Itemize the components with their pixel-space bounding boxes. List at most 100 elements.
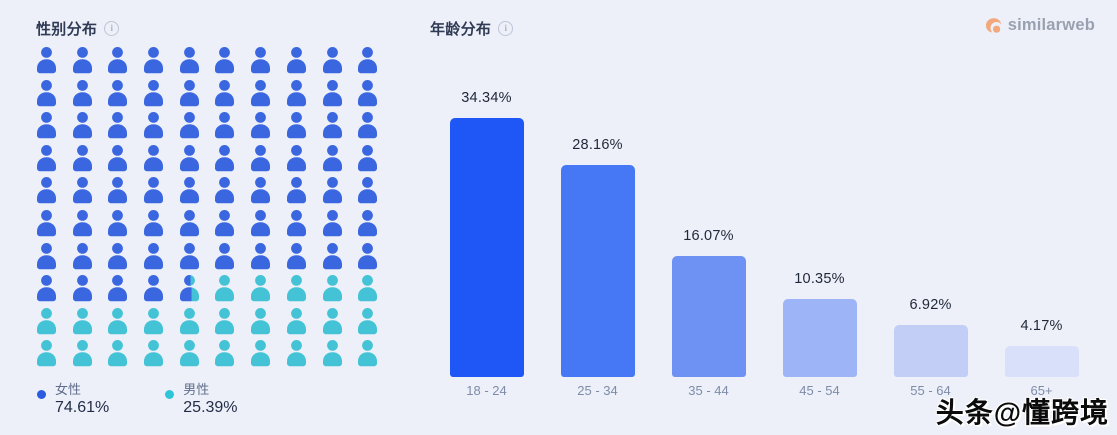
person-icon-male [179,340,199,367]
age-title: 年龄分布 [430,21,492,38]
person-icon-female [179,112,199,139]
similarweb-logo: similarweb [984,16,1095,35]
info-icon[interactable]: i [104,21,120,36]
gender-section-header: 性别分布 i [36,18,120,39]
person-icon-male [286,340,306,367]
legend-value: 25.39% [183,399,238,416]
person-icon-female [144,79,164,106]
person-icon-female [179,47,199,74]
person-icon-female [358,144,378,171]
person-icon-female [286,112,306,139]
bar-35 - 44[interactable] [671,256,746,377]
person-icon-female [37,177,56,204]
person-icon-female [286,144,306,171]
person-icon-male [358,340,378,367]
bar-column: 34.34% [431,57,542,377]
person-icon-female [72,209,92,237]
x-axis-label: 25 - 34 [577,383,618,398]
person-icon-female [286,177,306,204]
person-icon-female [215,209,235,237]
person-icon-female [37,242,56,269]
x-axis-label: 65+ [1030,383,1053,398]
person-icon-female [179,209,199,237]
gender-pictogram-chart [35,47,392,373]
bar-18 - 24[interactable] [449,118,524,377]
person-icon-female [215,47,235,74]
person-icon-female [322,209,342,237]
person-icon-female [108,275,128,302]
person-icon-female [144,242,164,269]
person-icon-female [37,209,56,237]
person-icon-female [144,144,164,171]
bar-value-label: 10.35% [794,271,845,287]
person-icon-male [322,340,342,367]
bar-value-label: 6.92% [909,297,952,313]
bar-value-label: 4.17% [1020,318,1063,334]
legend-dot-icon [165,390,175,399]
person-icon-female [251,79,271,106]
bar-25 - 34[interactable] [560,165,635,377]
similarweb-logo-text: similarweb [1007,16,1095,34]
person-icon-female [144,275,164,302]
watermark: 头条@懂跨境 [935,397,1109,428]
person-icon-male [251,340,271,367]
person-icon-female [286,79,306,106]
person-icon-female [215,79,235,106]
person-icon-male [144,340,164,367]
similarweb-logo-icon [985,17,1001,33]
person-icon-female [108,242,128,269]
person-icon-male [215,275,235,302]
person-icon-female [251,242,271,269]
person-icon-female [37,47,56,74]
age-bar-chart: 34.34% 28.16% 16.07% 10.35% 6.92% 4.17% [431,57,1097,377]
person-icon-female [251,144,271,171]
person-icon-female [286,242,306,269]
bar-column: 10.35% [764,57,875,377]
person-icon-male [286,275,306,302]
bar-column: 16.07% [653,57,764,377]
person-icon-male [179,307,199,334]
person-icon-female [322,144,342,171]
person-icon-female [358,47,378,74]
age-axis-labels: 18 - 24 25 - 34 35 - 44 45 - 54 55 - 64 65+ [431,383,1097,398]
person-icon-split [179,275,199,302]
person-icon-female [286,209,306,237]
gender-legend: 女性 74.61% 男性 25.39% [37,382,238,417]
person-icon-male [286,307,306,334]
info-icon[interactable]: i [498,21,514,36]
legend-dot-icon [37,390,46,399]
person-icon-male [251,307,271,334]
person-icon-male [37,340,56,367]
person-icon-female [251,209,271,237]
bar-45 - 54[interactable] [782,299,857,377]
bar-value-label: 34.34% [461,90,512,106]
person-icon-female [144,177,164,204]
person-icon-female [358,112,378,139]
person-icon-female [322,242,342,269]
person-icon-female [358,242,378,269]
x-axis-label: 55 - 64 [910,383,951,398]
bar-55 - 64[interactable] [893,325,968,377]
person-icon-female [37,144,56,171]
person-icon-female [72,275,92,302]
person-icon-female [358,79,378,106]
x-axis-label: 45 - 54 [799,383,840,398]
legend-label: 女性 [55,382,82,397]
person-icon-female [358,177,378,204]
person-icon-female [72,144,92,171]
person-icon-female [179,177,199,204]
person-icon-female [72,177,92,204]
person-icon-female [108,112,128,139]
person-icon-female [108,209,128,237]
person-icon-male [72,340,92,367]
person-icon-female [108,47,128,74]
person-icon-female [72,242,92,269]
legend-label: 男性 [183,382,210,397]
person-icon-female [72,112,92,139]
person-icon-male [108,307,128,334]
bar-value-label: 16.07% [683,228,734,244]
person-icon-male [322,275,342,302]
person-icon-female [251,47,271,74]
person-icon-male [322,307,342,334]
bar-65+[interactable] [1004,346,1079,377]
